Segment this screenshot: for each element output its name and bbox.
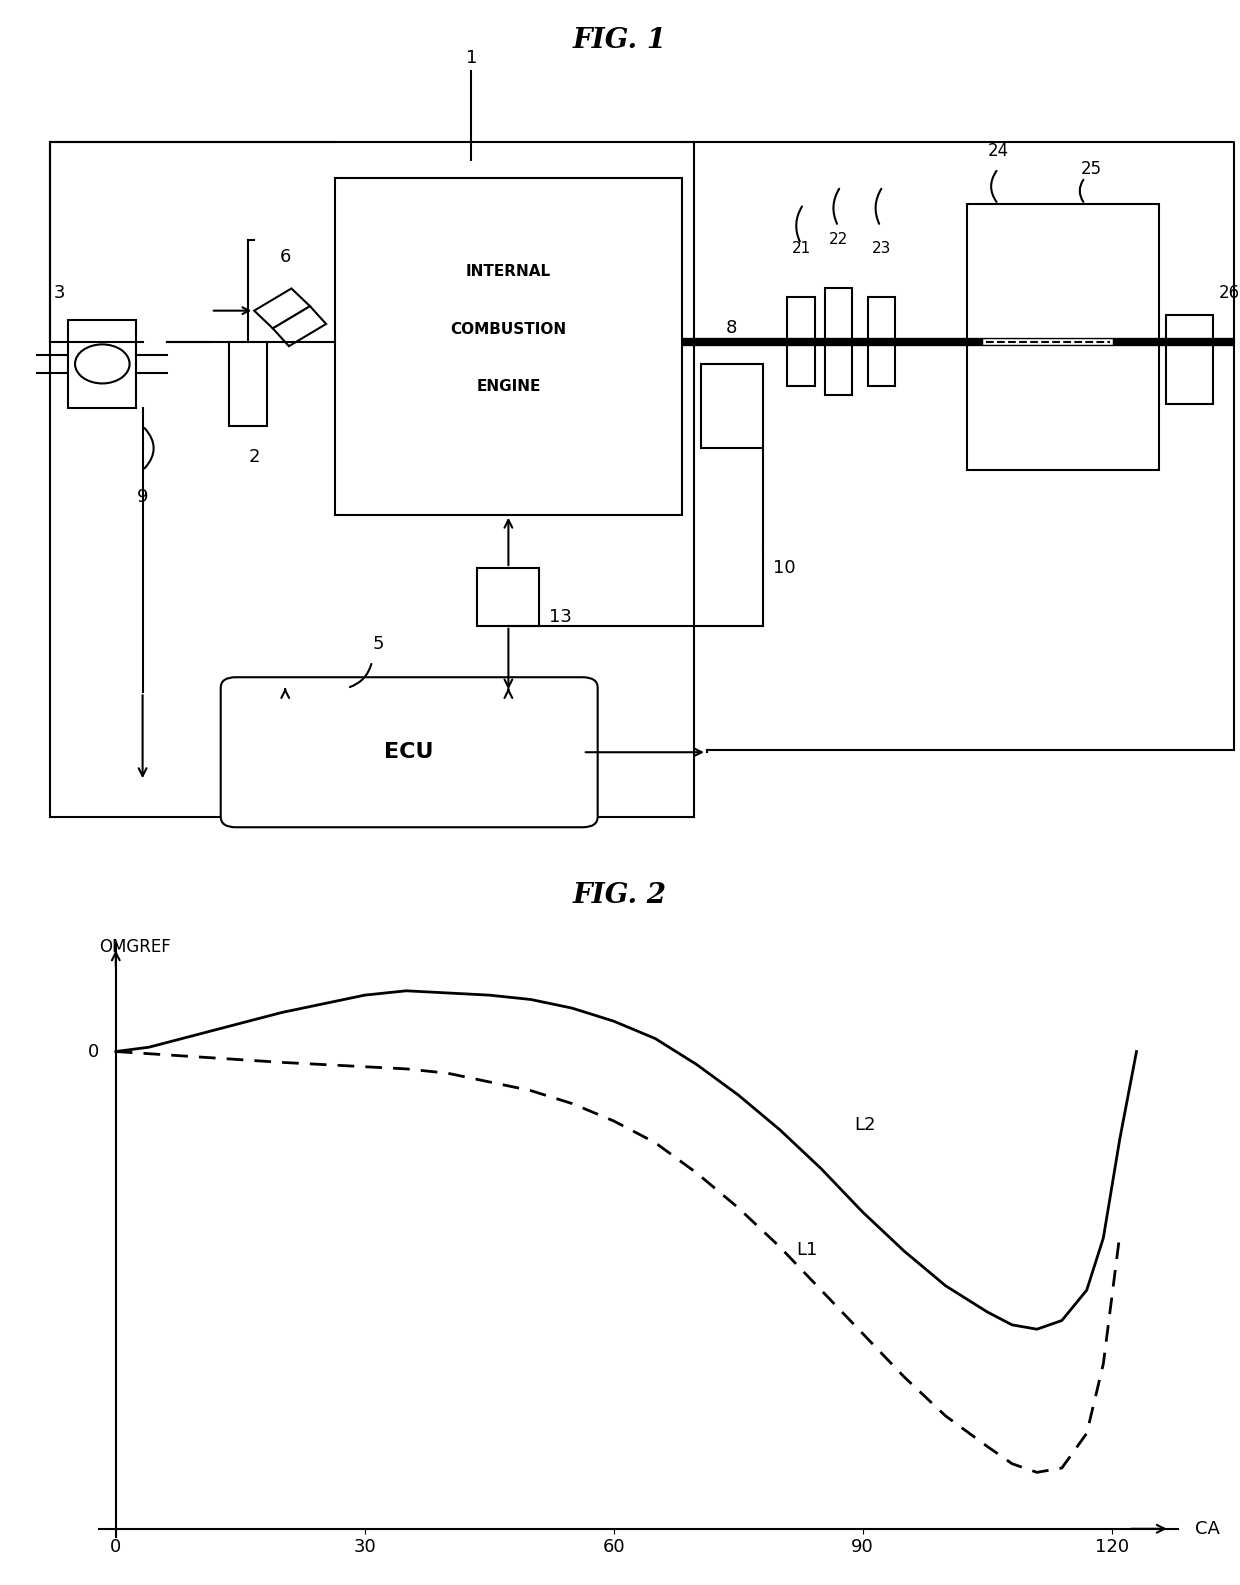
Bar bbox=[825, 288, 852, 395]
Text: OMGREF: OMGREF bbox=[99, 938, 171, 956]
Bar bbox=[787, 298, 815, 387]
Bar bbox=[1166, 315, 1213, 404]
Text: 23: 23 bbox=[872, 241, 892, 257]
Bar bbox=[477, 567, 539, 626]
Bar bbox=[967, 204, 1159, 471]
Text: 2: 2 bbox=[248, 449, 260, 466]
Text: ENGINE: ENGINE bbox=[476, 379, 541, 395]
Text: 21: 21 bbox=[791, 241, 811, 257]
Text: 26: 26 bbox=[1219, 284, 1240, 301]
Bar bbox=[701, 365, 763, 449]
Bar bbox=[335, 178, 682, 515]
Circle shape bbox=[76, 344, 130, 384]
Text: FIG. 2: FIG. 2 bbox=[573, 881, 667, 910]
Bar bbox=[50, 143, 694, 816]
Text: FIG. 1: FIG. 1 bbox=[573, 27, 667, 54]
Text: CA: CA bbox=[1194, 1520, 1219, 1537]
Text: INTERNAL: INTERNAL bbox=[466, 265, 551, 279]
Text: 24: 24 bbox=[987, 143, 1009, 160]
Text: 22: 22 bbox=[828, 231, 848, 247]
Text: COMBUSTION: COMBUSTION bbox=[450, 322, 567, 336]
FancyBboxPatch shape bbox=[221, 677, 598, 827]
Text: ECU: ECU bbox=[384, 742, 434, 762]
Text: 5: 5 bbox=[372, 634, 384, 653]
Bar bbox=[68, 320, 136, 409]
Bar bbox=[868, 298, 895, 387]
Text: 3: 3 bbox=[53, 284, 66, 301]
Text: 0: 0 bbox=[88, 1043, 99, 1060]
Text: 25: 25 bbox=[1080, 160, 1102, 178]
Text: 8: 8 bbox=[725, 320, 738, 338]
Text: 9: 9 bbox=[136, 488, 149, 506]
Polygon shape bbox=[273, 306, 326, 346]
Bar bbox=[229, 342, 267, 426]
Text: 1: 1 bbox=[465, 49, 477, 67]
Text: 6: 6 bbox=[279, 249, 291, 266]
Text: 10: 10 bbox=[773, 560, 795, 577]
Text: L2: L2 bbox=[854, 1116, 875, 1133]
Text: 13: 13 bbox=[549, 609, 572, 626]
Polygon shape bbox=[254, 288, 310, 328]
Text: L1: L1 bbox=[796, 1241, 817, 1260]
